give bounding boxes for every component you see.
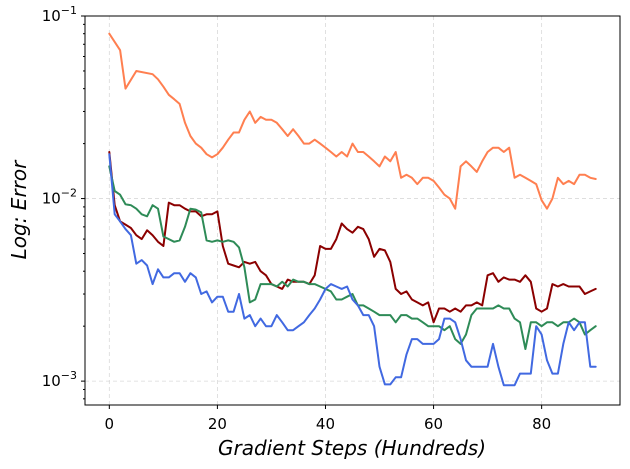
x-tick-label: 20 [208,415,227,433]
series-line-3 [108,165,597,350]
gridlines [85,15,620,405]
series-line-1 [108,32,597,210]
series-line-4 [108,153,597,387]
series-lines [108,32,597,387]
y-tick-label-exponent: −3 [61,369,77,382]
y-axis-title: Log: Error [7,159,31,259]
x-tick-label: 0 [105,415,115,433]
x-tick-label: 40 [316,415,335,433]
x-axis-title: Gradient Steps (Hundreds) [218,436,486,460]
x-tick-label: 60 [424,415,443,433]
y-tick-label-exponent: −2 [61,187,77,200]
plot-frame [84,15,621,406]
y-tick-label: 10−2 [42,187,77,208]
y-tick-label-exponent: −1 [61,4,77,17]
y-tick-label-base: 10 [42,7,61,25]
x-tick-label: 80 [532,415,551,433]
y-tick-label: 10−3 [42,369,77,390]
y-tick-label-base: 10 [42,190,61,208]
series-line-2 [108,151,597,324]
y-tick-label-base: 10 [42,372,61,390]
y-tick-label: 10−1 [42,4,77,25]
